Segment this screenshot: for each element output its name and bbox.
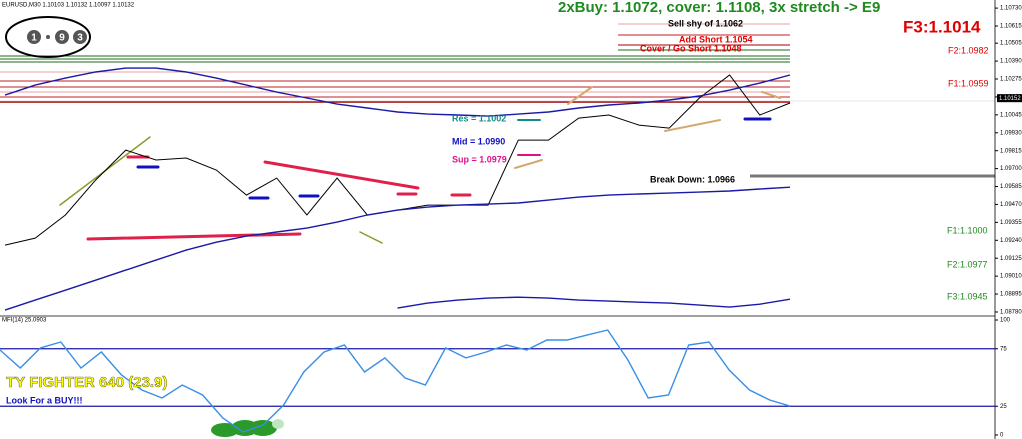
y-tick-label: 1.10730	[1000, 6, 1022, 12]
annotation: Res = 1.1002	[452, 113, 506, 123]
y-tick-label: 1.09355	[1000, 220, 1022, 226]
annotation: F1:1.0959	[948, 78, 989, 88]
y-tick-label: 1.10615	[1000, 24, 1022, 30]
y-tick-label: 1.09470	[1000, 202, 1022, 208]
logo-dot	[73, 30, 87, 44]
annotation: F3:1.0945	[947, 291, 988, 301]
y-tick-label: 1.10275	[1000, 77, 1022, 83]
indicator-title: MFI(14) 25.0903	[2, 318, 47, 324]
series-line	[397, 296, 791, 309]
series-line	[0, 329, 791, 433]
y-tick-label: 0	[1000, 433, 1004, 439]
y-tick-label: 1.09930	[1000, 130, 1022, 136]
annotation: Break Down: 1.0966	[650, 174, 735, 184]
last-price-label: 1.10152	[999, 96, 1021, 102]
y-tick-label: 1.09700	[1000, 166, 1022, 172]
y-tick-label: 75	[1000, 346, 1007, 352]
annotation: F1:1.1000	[947, 225, 988, 235]
series-line	[4, 186, 791, 311]
logo-dot	[46, 35, 50, 39]
annotation: 2xBuy: 1.1072, cover: 1.1108, 3x stretch…	[558, 0, 880, 16]
logo-dot	[27, 30, 41, 44]
y-tick-label: 1.08780	[1000, 310, 1022, 316]
logo: 1 9 3	[5, 16, 91, 58]
y-tick-label: 100	[1000, 318, 1011, 324]
annotation: TY FIGHTER 640 (23.9)	[6, 374, 167, 391]
annotation: Mid = 1.0990	[452, 136, 505, 146]
y-tick-label: 1.09010	[1000, 274, 1022, 280]
y-tick-label: 1.10390	[1000, 59, 1022, 65]
y-tick-label: 1.09585	[1000, 184, 1022, 190]
y-tick-label: 25	[1000, 404, 1007, 410]
y-tick-label: 1.09125	[1000, 256, 1022, 262]
y-tick-label: 1.09240	[1000, 238, 1022, 244]
annotation: F2:1.0977	[947, 259, 988, 269]
logo-oval	[5, 16, 91, 58]
annotation: F3:1.1014	[903, 17, 981, 36]
annotation: Cover / Go Short 1.1048	[640, 43, 742, 53]
annotation: F2:1.0982	[948, 45, 989, 55]
annotation: Look For a BUY!!!	[6, 395, 83, 405]
series-line	[4, 67, 791, 117]
y-tick-label: 1.10045	[1000, 112, 1022, 118]
signal-blob	[211, 419, 284, 437]
y-tick-label: 1.10505	[1000, 41, 1022, 47]
annotation: Sup = 1.0979	[452, 154, 507, 164]
logo-digit: 9	[59, 33, 65, 44]
logo-digit: 3	[77, 33, 83, 44]
annotation: Sell shy of 1.1062	[668, 18, 743, 28]
logo-dot	[55, 30, 69, 44]
logo-digit: 1	[31, 33, 37, 44]
trend-lines	[59, 86, 781, 244]
level-lines	[0, 23, 995, 178]
chart-title: EURUSD,M30 1.10103 1.10132 1.10097 1.101…	[2, 3, 135, 9]
annotation: Add Short 1.1054	[679, 34, 753, 44]
last-price-box	[997, 94, 1022, 103]
y-tick-label: 1.09815	[1000, 148, 1022, 154]
y-tick-label: 1.08895	[1000, 292, 1022, 298]
